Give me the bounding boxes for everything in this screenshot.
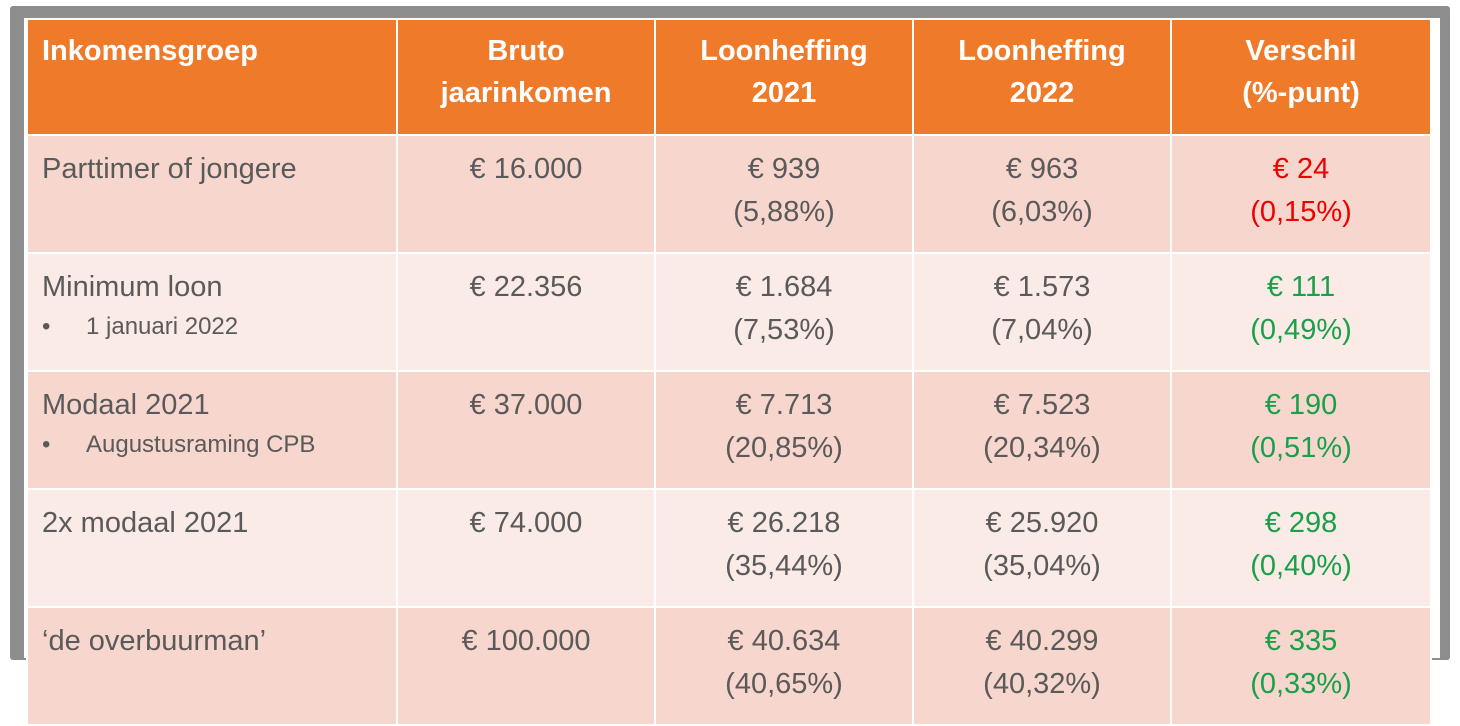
gross-income-cell: € 37.000 <box>396 370 656 490</box>
gross-income-cell: € 74.000 <box>396 488 656 608</box>
tax-2022-cell: € 7.523 (20,34%) <box>912 370 1172 490</box>
header-difference-line1: Verschil <box>1245 35 1357 67</box>
difference-value: € 298 <box>1264 507 1338 539</box>
tax-2022-percent: (20,34%) <box>983 432 1101 464</box>
tax-2022-cell: € 40.299 (40,32%) <box>912 606 1172 726</box>
income-group-label: ‘de overbuurman’ <box>42 625 267 657</box>
tax-2021-cell: € 1.684 (7,53%) <box>654 252 914 372</box>
difference-percent: (0,51%) <box>1250 432 1352 464</box>
header-gross-income-line2: jaarinkomen <box>440 77 612 109</box>
income-group-label: 2x modaal 2021 <box>42 507 249 539</box>
table-row: Parttimer of jongere € 16.000 € 939 (5,8… <box>26 134 1432 254</box>
header-income-group: Inkomensgroep <box>26 18 398 136</box>
tax-2022-value: € 1.573 <box>993 271 1091 303</box>
difference-percent: (0,33%) <box>1250 668 1352 700</box>
income-group-label: Modaal 2021 <box>42 389 210 421</box>
header-tax-2022-line2: 2022 <box>1009 77 1075 109</box>
difference-cell: € 24 (0,15%) <box>1170 134 1432 254</box>
gross-income-value: € 74.000 <box>469 507 583 539</box>
income-tax-table: Inkomensgroep Bruto jaarinkomen Loonheff… <box>26 18 1432 726</box>
tax-2022-value: € 963 <box>1005 153 1079 185</box>
tax-2021-percent: (35,44%) <box>725 550 843 582</box>
income-group-sublabel-text: Augustusraming CPB <box>86 431 316 458</box>
tax-2022-percent: (35,04%) <box>983 550 1101 582</box>
tax-2022-cell: € 963 (6,03%) <box>912 134 1172 254</box>
tax-2021-cell: € 26.218 (35,44%) <box>654 488 914 608</box>
tax-2022-value: € 7.523 <box>993 389 1091 421</box>
table-row: 2x modaal 2021 € 74.000 € 26.218 (35,44%… <box>26 488 1432 608</box>
tax-2021-value: € 40.634 <box>727 625 841 657</box>
income-group-sublabel: • 1 januari 2022 <box>42 309 396 345</box>
difference-cell: € 298 (0,40%) <box>1170 488 1432 608</box>
header-tax-2021: Loonheffing 2021 <box>654 18 914 136</box>
gross-income-value: € 16.000 <box>469 153 583 185</box>
table-header-row: Inkomensgroep Bruto jaarinkomen Loonheff… <box>26 18 1432 136</box>
gross-income-cell: € 16.000 <box>396 134 656 254</box>
tax-2022-cell: € 25.920 (35,04%) <box>912 488 1172 608</box>
tax-2021-cell: € 40.634 (40,65%) <box>654 606 914 726</box>
header-tax-2022: Loonheffing 2022 <box>912 18 1172 136</box>
header-income-group-label: Inkomensgroep <box>42 35 258 67</box>
tax-2022-percent: (40,32%) <box>983 668 1101 700</box>
tax-2022-percent: (7,04%) <box>991 314 1093 346</box>
difference-value: € 24 <box>1272 153 1330 185</box>
tax-2022-percent: (6,03%) <box>991 196 1093 228</box>
income-group-label: Minimum loon <box>42 271 223 303</box>
tax-2021-value: € 939 <box>747 153 821 185</box>
difference-value: € 111 <box>1266 271 1336 303</box>
table-row: Modaal 2021 • Augustusraming CPB € 37.000… <box>26 370 1432 490</box>
header-difference-line2: (%-punt) <box>1242 77 1360 109</box>
header-gross-income-line1: Bruto <box>487 35 565 67</box>
header-tax-2022-line1: Loonheffing <box>958 35 1126 67</box>
income-group-cell: 2x modaal 2021 <box>26 488 398 608</box>
header-gross-income: Bruto jaarinkomen <box>396 18 656 136</box>
tax-2021-cell: € 7.713 (20,85%) <box>654 370 914 490</box>
difference-percent: (0,15%) <box>1250 196 1352 228</box>
income-group-cell: ‘de overbuurman’ <box>26 606 398 726</box>
income-group-sublabel: • Augustusraming CPB <box>42 427 396 463</box>
header-tax-2021-line2: 2021 <box>751 77 817 109</box>
tax-2022-value: € 25.920 <box>985 507 1099 539</box>
difference-percent: (0,49%) <box>1250 314 1352 346</box>
difference-value: € 190 <box>1264 389 1338 421</box>
tax-2021-percent: (40,65%) <box>725 668 843 700</box>
bullet-icon: • <box>42 431 51 458</box>
tax-2022-cell: € 1.573 (7,04%) <box>912 252 1172 372</box>
header-difference: Verschil (%-punt) <box>1170 18 1432 136</box>
tax-2022-value: € 40.299 <box>985 625 1099 657</box>
difference-cell: € 111 (0,49%) <box>1170 252 1432 372</box>
income-group-cell: Modaal 2021 • Augustusraming CPB <box>26 370 398 490</box>
difference-value: € 335 <box>1264 625 1338 657</box>
tax-2021-value: € 26.218 <box>727 507 841 539</box>
income-group-cell: Minimum loon • 1 januari 2022 <box>26 252 398 372</box>
difference-percent: (0,40%) <box>1250 550 1352 582</box>
difference-cell: € 335 (0,33%) <box>1170 606 1432 726</box>
gross-income-cell: € 100.000 <box>396 606 656 726</box>
gross-income-value: € 100.000 <box>461 625 591 657</box>
gross-income-value: € 37.000 <box>469 389 583 421</box>
income-group-sublabel-text: 1 januari 2022 <box>86 313 239 340</box>
header-tax-2021-line1: Loonheffing <box>700 35 868 67</box>
tax-2021-percent: (5,88%) <box>733 196 835 228</box>
table-row: ‘de overbuurman’ € 100.000 € 40.634 (40,… <box>26 606 1432 726</box>
income-group-label: Parttimer of jongere <box>42 153 297 185</box>
difference-cell: € 190 (0,51%) <box>1170 370 1432 490</box>
gross-income-value: € 22.356 <box>469 271 583 303</box>
tax-2021-value: € 1.684 <box>735 271 833 303</box>
tax-2021-value: € 7.713 <box>735 389 833 421</box>
gross-income-cell: € 22.356 <box>396 252 656 372</box>
table-row: Minimum loon • 1 januari 2022 € 22.356 € … <box>26 252 1432 372</box>
income-group-cell: Parttimer of jongere <box>26 134 398 254</box>
bullet-icon: • <box>42 313 51 340</box>
tax-2021-percent: (20,85%) <box>725 432 843 464</box>
tax-2021-cell: € 939 (5,88%) <box>654 134 914 254</box>
tax-2021-percent: (7,53%) <box>733 314 835 346</box>
